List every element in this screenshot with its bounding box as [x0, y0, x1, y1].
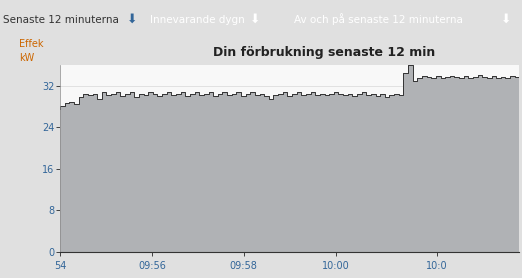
Text: Senaste 12 minuterna: Senaste 12 minuterna	[3, 14, 118, 24]
Text: ⬇: ⬇	[126, 13, 137, 26]
Text: ⬇: ⬇	[250, 13, 260, 26]
Text: kW: kW	[19, 53, 34, 63]
Text: ⬇: ⬇	[502, 13, 512, 26]
Text: Av och på senaste 12 minuterna: Av och på senaste 12 minuterna	[294, 14, 463, 26]
Text: Effek: Effek	[19, 39, 43, 49]
Text: Din förbrukning senaste 12 min: Din förbrukning senaste 12 min	[212, 46, 435, 59]
Text: Innevarande dygn: Innevarande dygn	[150, 14, 245, 24]
